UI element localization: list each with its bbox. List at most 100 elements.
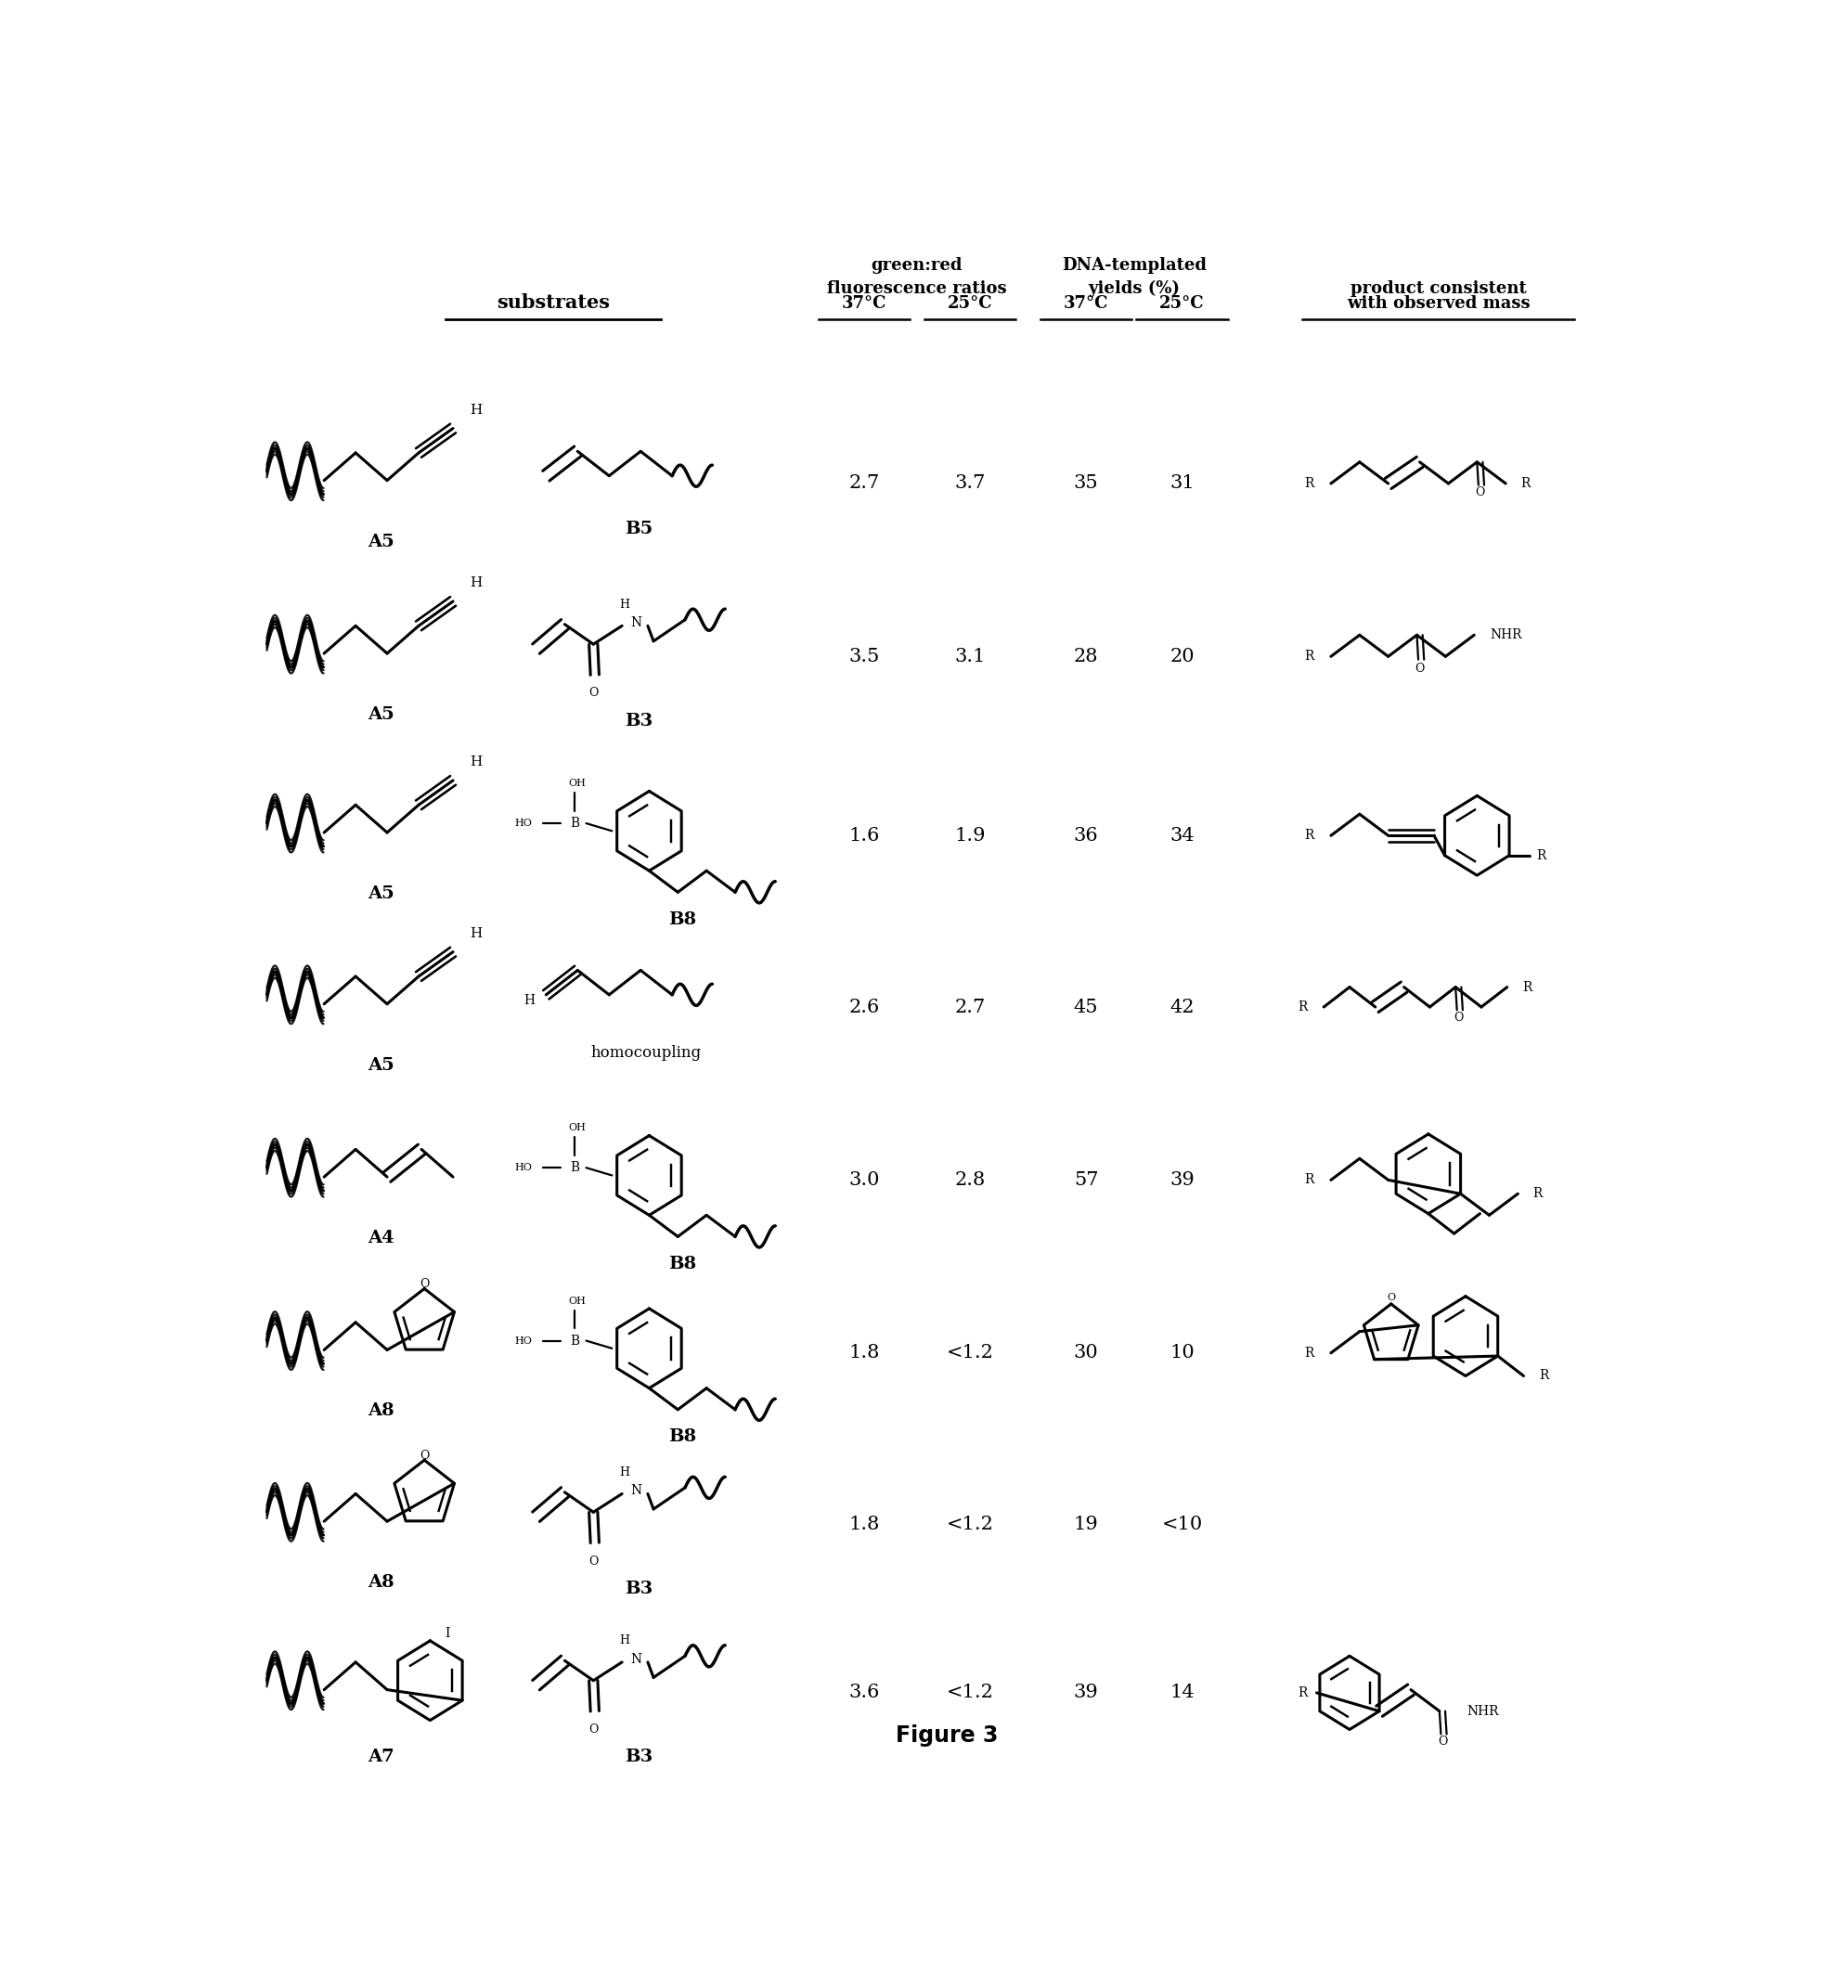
Text: B5: B5 <box>625 521 652 539</box>
Text: H: H <box>619 1634 630 1646</box>
Text: N: N <box>630 1485 641 1497</box>
Text: H: H <box>469 577 482 590</box>
Text: green:red: green:red <box>870 256 963 274</box>
Text: DNA-templated: DNA-templated <box>1061 256 1207 274</box>
Text: A5: A5 <box>368 533 395 551</box>
Text: A5: A5 <box>368 1058 395 1074</box>
Text: O: O <box>588 1724 599 1736</box>
Text: H: H <box>619 1467 630 1479</box>
Text: 30: 30 <box>1074 1344 1098 1362</box>
Text: <1.2: <1.2 <box>946 1344 994 1362</box>
Text: 34: 34 <box>1170 827 1194 845</box>
Text: R: R <box>1305 829 1314 843</box>
Text: R: R <box>1523 980 1532 994</box>
Text: I: I <box>445 1626 449 1640</box>
Text: 39: 39 <box>1074 1684 1098 1702</box>
Text: 2.7: 2.7 <box>848 475 880 493</box>
Text: 42: 42 <box>1170 998 1194 1016</box>
Text: <1.2: <1.2 <box>946 1684 994 1702</box>
Text: 3.6: 3.6 <box>848 1684 880 1702</box>
Text: 1.9: 1.9 <box>954 827 985 845</box>
Text: 2.7: 2.7 <box>955 998 985 1016</box>
Text: HO: HO <box>514 819 532 827</box>
Text: A8: A8 <box>368 1574 395 1590</box>
Text: 3.5: 3.5 <box>848 648 880 666</box>
Text: 35: 35 <box>1074 475 1098 493</box>
Text: A4: A4 <box>368 1231 395 1246</box>
Text: B: B <box>569 817 580 829</box>
Text: R: R <box>1297 1000 1307 1014</box>
Text: R: R <box>1305 477 1314 489</box>
Text: H: H <box>469 755 482 769</box>
Text: 3.7: 3.7 <box>955 475 985 493</box>
Text: 20: 20 <box>1170 648 1194 666</box>
Text: 57: 57 <box>1074 1171 1098 1189</box>
Text: 10: 10 <box>1170 1344 1194 1362</box>
Text: B3: B3 <box>625 712 652 730</box>
Text: O: O <box>419 1278 429 1290</box>
Text: OH: OH <box>569 1296 586 1306</box>
Text: R: R <box>1534 1187 1543 1201</box>
Text: A7: A7 <box>368 1749 395 1765</box>
Text: A5: A5 <box>368 706 395 724</box>
Text: 1.6: 1.6 <box>848 827 880 845</box>
Text: O: O <box>588 688 599 700</box>
Text: 14: 14 <box>1170 1684 1194 1702</box>
Text: 1.8: 1.8 <box>848 1515 880 1533</box>
Text: Figure 3: Figure 3 <box>896 1724 998 1747</box>
Text: H: H <box>469 926 482 940</box>
Text: A5: A5 <box>368 885 395 903</box>
Text: R: R <box>1539 1370 1549 1382</box>
Text: H: H <box>523 994 534 1008</box>
Text: fluorescence ratios: fluorescence ratios <box>828 280 1007 296</box>
Text: <1.2: <1.2 <box>946 1515 994 1533</box>
Text: O: O <box>419 1449 429 1461</box>
Text: B: B <box>569 1161 580 1175</box>
Text: 3.0: 3.0 <box>848 1171 880 1189</box>
Text: B3: B3 <box>625 1749 652 1765</box>
Text: HO: HO <box>514 1163 532 1173</box>
Text: with observed mass: with observed mass <box>1347 296 1530 312</box>
Text: 37°C: 37°C <box>1063 296 1109 312</box>
Text: 28: 28 <box>1074 648 1098 666</box>
Text: 36: 36 <box>1074 827 1098 845</box>
Text: O: O <box>1454 1012 1464 1024</box>
Text: R: R <box>1536 849 1545 863</box>
Text: <10: <10 <box>1161 1515 1203 1533</box>
Text: R: R <box>1305 1173 1314 1187</box>
Text: 31: 31 <box>1170 475 1194 493</box>
Text: 25°C: 25°C <box>1159 296 1205 312</box>
Text: 1.8: 1.8 <box>848 1344 880 1362</box>
Text: yields (%): yields (%) <box>1088 280 1179 296</box>
Text: O: O <box>1438 1736 1447 1747</box>
Text: R: R <box>1305 650 1314 662</box>
Text: OH: OH <box>569 1123 586 1133</box>
Text: N: N <box>630 616 641 630</box>
Text: B: B <box>569 1334 580 1348</box>
Text: H: H <box>469 404 482 417</box>
Text: O: O <box>588 1555 599 1567</box>
Text: NHR: NHR <box>1489 628 1521 642</box>
Text: B8: B8 <box>669 1429 697 1445</box>
Text: 2.6: 2.6 <box>848 998 880 1016</box>
Text: product consistent: product consistent <box>1351 280 1526 296</box>
Text: substrates: substrates <box>497 294 610 312</box>
Text: 3.1: 3.1 <box>954 648 985 666</box>
Text: 39: 39 <box>1170 1171 1194 1189</box>
Text: B8: B8 <box>669 1256 697 1272</box>
Text: O: O <box>1416 662 1425 674</box>
Text: O: O <box>1475 487 1484 499</box>
Text: 19: 19 <box>1074 1515 1098 1533</box>
Text: NHR: NHR <box>1467 1704 1499 1718</box>
Text: OH: OH <box>569 779 586 787</box>
Text: 45: 45 <box>1074 998 1098 1016</box>
Text: O: O <box>1386 1294 1395 1302</box>
Text: N: N <box>630 1652 641 1666</box>
Text: R: R <box>1521 477 1530 489</box>
Text: R: R <box>1305 1346 1314 1360</box>
Text: A8: A8 <box>368 1404 395 1419</box>
Text: 2.8: 2.8 <box>955 1171 985 1189</box>
Text: HO: HO <box>514 1336 532 1346</box>
Text: R: R <box>1297 1686 1307 1700</box>
Text: H: H <box>619 598 630 610</box>
